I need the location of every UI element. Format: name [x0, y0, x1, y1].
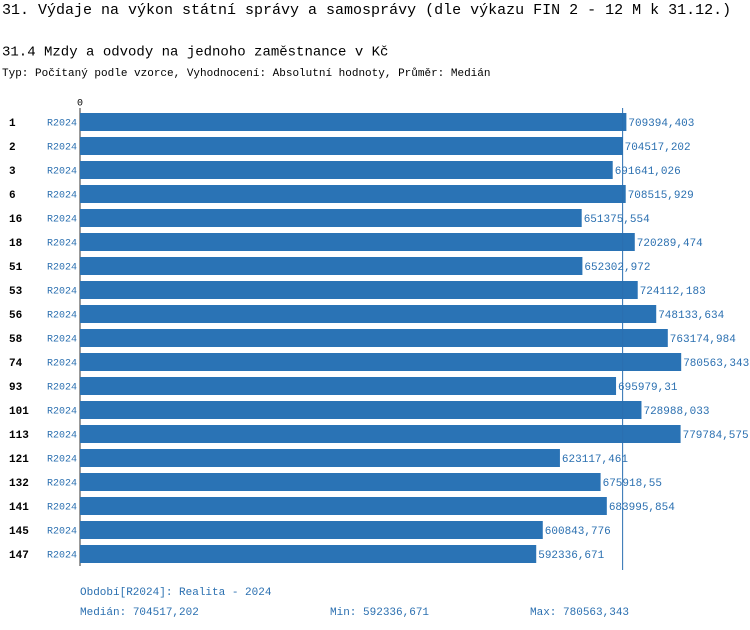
y-tick-label: 6: [9, 190, 16, 202]
max-label: Max:: [530, 607, 556, 619]
bar: [80, 281, 638, 299]
y-tick-label: 58: [9, 334, 23, 346]
y-tick-label: 101: [9, 406, 29, 418]
value-label: 704517,202: [625, 142, 691, 154]
y-tick-label: 141: [9, 502, 29, 514]
bar: [80, 209, 582, 227]
y-tick-label: 121: [9, 454, 29, 466]
y-tick-label: 18: [9, 238, 23, 250]
series-label: R2024: [47, 431, 77, 442]
median-text: Medián: 704517,202: [80, 607, 199, 619]
min-label: Min:: [330, 607, 356, 619]
value-label: 720289,474: [637, 238, 703, 250]
bar: [80, 521, 543, 539]
y-tick-label: 132: [9, 478, 29, 490]
y-tick-label: 113: [9, 430, 29, 442]
bar: [80, 353, 682, 371]
median-value: 704517,202: [133, 607, 199, 619]
value-label: 728988,033: [643, 406, 709, 418]
bar: [80, 497, 607, 515]
y-tick-label: 1: [9, 118, 16, 130]
bar: [80, 401, 642, 419]
series-label: R2024: [47, 359, 77, 370]
series-label: R2024: [47, 239, 77, 250]
series-label: R2024: [47, 119, 77, 130]
value-label: 709394,403: [628, 118, 694, 130]
series-label: R2024: [47, 455, 77, 466]
value-label: 683995,854: [609, 502, 675, 514]
value-label: 600843,776: [545, 526, 611, 538]
value-label: 708515,929: [628, 190, 694, 202]
series-label: R2024: [47, 503, 77, 514]
series-label: R2024: [47, 479, 77, 490]
value-label: 691641,026: [615, 166, 681, 178]
y-tick-label: 2: [9, 142, 16, 154]
y-tick-label: 145: [9, 526, 29, 538]
max-text: Max: 780563,343: [530, 607, 629, 619]
series-label: R2024: [47, 551, 77, 562]
bar: [80, 545, 537, 563]
series-label: R2024: [47, 287, 77, 298]
value-label: 592336,671: [538, 550, 604, 562]
value-label: 763174,984: [670, 334, 736, 346]
value-label: 675918,55: [603, 478, 662, 490]
value-label: 623117,461: [562, 454, 628, 466]
value-label: 651375,554: [584, 214, 650, 226]
y-tick-label: 147: [9, 550, 29, 562]
min-value: 592336,671: [363, 607, 429, 619]
bar: [80, 161, 613, 179]
series-label: R2024: [47, 383, 77, 394]
note: Typ: Počítaný podle vzorce, Vyhodnocení:…: [2, 67, 490, 80]
series-label: R2024: [47, 263, 77, 274]
bar: [80, 329, 668, 347]
bar: [80, 185, 626, 203]
value-label: 724112,183: [640, 286, 706, 298]
value-label: 695979,31: [618, 382, 678, 394]
y-tick-label: 74: [9, 358, 23, 370]
value-label: 780563,343: [683, 358, 749, 370]
bar: [80, 449, 560, 467]
series-label: R2024: [47, 191, 77, 202]
value-label: 652302,972: [584, 262, 650, 274]
y-tick-label: 16: [9, 214, 22, 226]
bar: [80, 137, 623, 155]
bar: [80, 233, 635, 251]
series-label: R2024: [47, 143, 77, 154]
median-label: Medián:: [80, 607, 126, 619]
max-value: 780563,343: [563, 607, 629, 619]
bar: [80, 305, 657, 323]
bar: [80, 113, 627, 131]
value-label: 748133,634: [658, 310, 724, 322]
chart-subtitle: 31.4 Mzdy a odvody na jednoho zaměstnanc…: [2, 45, 388, 61]
y-tick-label: 53: [9, 286, 23, 298]
min-text: Min: 592336,671: [330, 607, 429, 619]
period: Období[R2024]: Realita - 2024: [80, 587, 272, 599]
series-label: R2024: [47, 311, 77, 322]
x-tick-label: 0: [77, 99, 83, 110]
bar: [80, 377, 617, 395]
series-label: R2024: [47, 167, 77, 178]
series-label: R2024: [47, 407, 77, 418]
y-tick-label: 51: [9, 262, 23, 274]
value-label: 779784,575: [683, 430, 749, 442]
y-tick-label: 3: [9, 166, 16, 178]
chart-title: 31. Výdaje na výkon státní správy a samo…: [2, 2, 731, 19]
y-tick-label: 56: [9, 310, 22, 322]
bar: [80, 473, 601, 491]
y-tick-label: 93: [9, 382, 23, 394]
bar: [80, 257, 583, 275]
bar: [80, 425, 681, 443]
series-label: R2024: [47, 215, 77, 226]
series-label: R2024: [47, 527, 77, 538]
series-label: R2024: [47, 335, 77, 346]
